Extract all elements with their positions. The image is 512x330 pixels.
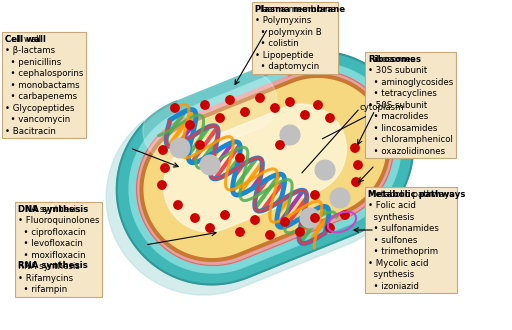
Circle shape <box>236 228 244 236</box>
Circle shape <box>300 208 320 228</box>
Circle shape <box>271 104 279 112</box>
Circle shape <box>311 214 319 222</box>
Circle shape <box>200 155 220 175</box>
Circle shape <box>352 178 360 186</box>
Polygon shape <box>140 75 390 261</box>
Text: Plasma membrane: Plasma membrane <box>255 5 345 14</box>
Polygon shape <box>106 57 408 295</box>
Circle shape <box>326 224 334 232</box>
Text: Cell wall: Cell wall <box>5 35 46 44</box>
Circle shape <box>241 108 249 116</box>
Circle shape <box>351 144 359 152</box>
Circle shape <box>311 191 319 199</box>
Polygon shape <box>144 79 386 257</box>
Circle shape <box>341 211 349 219</box>
Circle shape <box>191 214 199 222</box>
Circle shape <box>280 125 300 145</box>
Text: Ribosomes: Ribosomes <box>368 55 421 64</box>
Polygon shape <box>129 63 401 273</box>
Circle shape <box>296 228 304 236</box>
Text: DNA synthesis
• Fluoroquinolones
  • ciprofloxacin
  • levofloxacin
  • moxiflox: DNA synthesis • Fluoroquinolones • cipro… <box>18 205 99 294</box>
Circle shape <box>301 111 309 119</box>
Circle shape <box>174 201 182 209</box>
Text: RNA synthesis: RNA synthesis <box>18 261 88 270</box>
Text: cytoplasm: cytoplasm <box>323 104 404 139</box>
Circle shape <box>354 161 362 169</box>
Text: Cell wall
• β-lactams
  • penicillins
  • cephalosporins
  • monobactams
  • car: Cell wall • β-lactams • penicillins • ce… <box>5 35 83 136</box>
Circle shape <box>330 188 350 208</box>
Text: Ribosomes
• 30S subunit
  • aminoglycosides
  • tetracyclines
• 50S subunit
  • : Ribosomes • 30S subunit • aminoglycoside… <box>368 55 453 156</box>
Circle shape <box>314 101 322 109</box>
Text: Metabolic pathways: Metabolic pathways <box>368 190 465 199</box>
Circle shape <box>196 141 204 149</box>
Circle shape <box>226 96 234 104</box>
Circle shape <box>201 101 209 109</box>
Polygon shape <box>143 71 277 161</box>
Circle shape <box>221 211 229 219</box>
Circle shape <box>159 146 167 154</box>
Text: DNA synthesis: DNA synthesis <box>18 205 88 214</box>
Circle shape <box>158 181 166 189</box>
Circle shape <box>206 224 214 232</box>
Circle shape <box>251 216 259 224</box>
Circle shape <box>186 121 194 129</box>
Text: Metabolic pathways
• Folic acid
  synthesis
  • sulfonamides
  • sulfones
  • tr: Metabolic pathways • Folic acid synthesi… <box>368 190 454 291</box>
Circle shape <box>236 154 244 162</box>
Circle shape <box>281 218 289 226</box>
Circle shape <box>256 94 264 102</box>
Circle shape <box>170 138 190 158</box>
Polygon shape <box>164 104 346 232</box>
Circle shape <box>276 141 284 149</box>
Circle shape <box>315 160 335 180</box>
Polygon shape <box>117 51 413 284</box>
Circle shape <box>266 231 274 239</box>
Circle shape <box>326 114 334 122</box>
Text: Plasma membrane
• Polymyxins
  • polymyxin B
  • colistin
• Lipopeptide
  • dapt: Plasma membrane • Polymyxins • polymyxin… <box>255 5 336 71</box>
Polygon shape <box>137 71 393 265</box>
Circle shape <box>286 98 294 106</box>
Circle shape <box>216 114 224 122</box>
Circle shape <box>171 104 179 112</box>
Circle shape <box>161 164 169 172</box>
